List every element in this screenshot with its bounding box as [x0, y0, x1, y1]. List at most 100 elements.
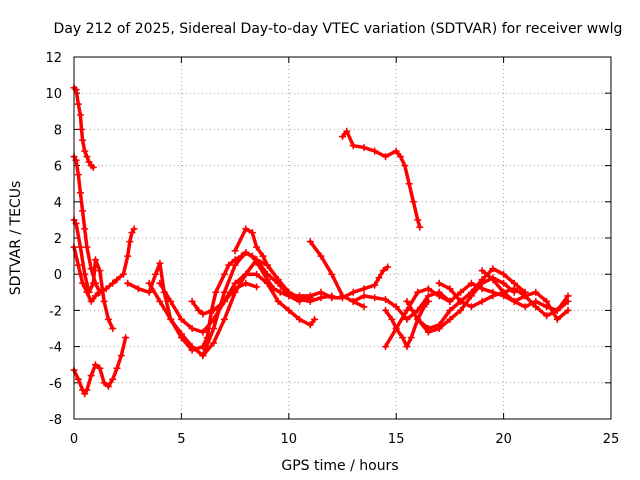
data-point	[457, 306, 465, 314]
data-point	[117, 352, 125, 360]
data-point	[225, 261, 233, 269]
y-tick-label: -8	[49, 413, 62, 428]
data-point	[274, 276, 282, 284]
data-point	[407, 334, 415, 342]
data-point	[306, 321, 314, 329]
data-point	[188, 297, 196, 305]
data-point	[467, 288, 475, 296]
data-point	[263, 279, 271, 287]
data-point	[100, 379, 108, 387]
data-point	[510, 297, 518, 305]
data-point	[242, 225, 250, 233]
data-point	[231, 247, 239, 255]
data-point	[382, 343, 389, 351]
data-point	[349, 142, 357, 150]
data-point	[435, 279, 443, 287]
data-point	[81, 270, 89, 278]
data-point	[446, 306, 454, 314]
data-point	[109, 325, 117, 332]
data-point	[263, 270, 271, 278]
data-point	[156, 259, 164, 267]
data-point	[489, 292, 497, 300]
data-point	[122, 334, 130, 342]
data-point	[92, 292, 99, 300]
data-point	[478, 267, 486, 275]
data-point	[92, 256, 99, 264]
data-point	[543, 312, 551, 320]
data-point	[83, 386, 91, 394]
data-point	[253, 283, 261, 291]
plot-frame	[73, 56, 612, 420]
data-point	[424, 297, 432, 305]
data-point	[199, 352, 207, 360]
data-point	[446, 315, 454, 323]
data-point	[382, 306, 389, 314]
data-point	[210, 325, 218, 332]
data-point	[489, 265, 497, 273]
data-point	[521, 303, 529, 311]
data-point	[195, 306, 203, 314]
data-point	[74, 171, 82, 179]
data-point	[96, 364, 104, 372]
data-point	[220, 288, 228, 296]
data-point	[177, 315, 185, 323]
data-point	[392, 147, 400, 155]
x-tick-label: 5	[177, 432, 185, 447]
data-point	[500, 279, 508, 287]
data-point	[405, 180, 413, 188]
data-point	[317, 252, 325, 260]
x-tick-label: 10	[281, 432, 298, 447]
data-point	[317, 294, 325, 302]
data-point	[285, 288, 293, 296]
data-point	[253, 256, 261, 264]
data-point	[399, 334, 407, 342]
data-point	[360, 292, 368, 300]
data-point	[220, 315, 228, 323]
data-point	[199, 328, 207, 336]
data-point	[343, 127, 351, 135]
data-point	[521, 292, 529, 300]
data-point	[457, 288, 465, 296]
data-point	[416, 223, 424, 231]
data-point	[104, 382, 112, 390]
y-tick-label: 2	[54, 232, 62, 247]
data-point	[414, 315, 422, 323]
data-point	[306, 294, 314, 302]
data-point	[188, 325, 196, 332]
data-point	[328, 292, 336, 300]
series-sat-k	[233, 227, 313, 300]
data-point	[83, 153, 91, 161]
data-point	[392, 325, 400, 332]
y-tick-label: 6	[54, 160, 62, 175]
data-point	[96, 288, 104, 296]
data-point	[113, 276, 121, 284]
y-axis-label: SDTVAR / TECUs	[8, 181, 24, 296]
series-sat-a	[72, 86, 96, 170]
x-tick-label: 15	[388, 432, 405, 447]
x-axis-label: GPS time / hours	[281, 458, 398, 474]
data-point	[414, 216, 422, 224]
x-tick-label: 0	[70, 432, 78, 447]
series-sat-n	[351, 290, 452, 322]
data-point	[543, 297, 551, 305]
data-point	[276, 288, 284, 296]
data-point	[409, 198, 417, 206]
data-point	[360, 144, 368, 151]
data-point	[89, 163, 97, 171]
x-tick-label: 25	[603, 432, 620, 447]
data-point	[403, 315, 411, 323]
data-point	[500, 288, 508, 296]
data-point	[420, 303, 428, 311]
y-tick-label: -2	[49, 304, 62, 319]
data-point	[403, 306, 411, 314]
data-point	[177, 330, 185, 338]
data-point	[311, 315, 319, 323]
data-point	[74, 100, 82, 108]
data-point	[109, 279, 117, 287]
data-point	[467, 279, 475, 287]
data-point	[119, 270, 127, 278]
data-point	[435, 292, 443, 300]
data-point	[83, 243, 91, 251]
data-point	[478, 276, 486, 284]
data-point	[296, 315, 303, 323]
